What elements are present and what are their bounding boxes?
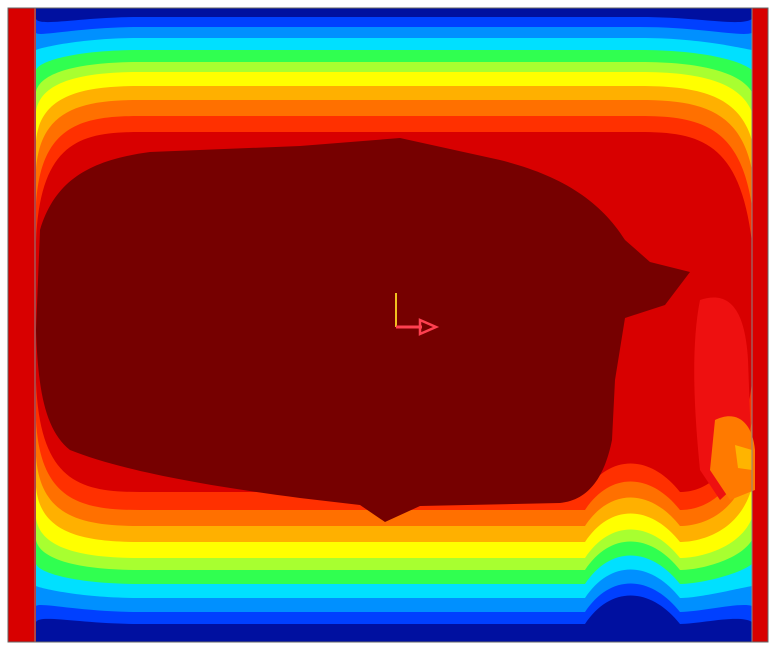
contour-core — [36, 138, 690, 522]
contour-region — [710, 416, 755, 500]
contour-bands — [20, 8, 752, 642]
contour-region — [735, 445, 752, 470]
frame — [7, 7, 769, 643]
contour-band — [20, 595, 752, 642]
axis-triad — [395, 293, 440, 336]
contour-band — [20, 8, 752, 23]
triad-arrow — [418, 318, 440, 336]
